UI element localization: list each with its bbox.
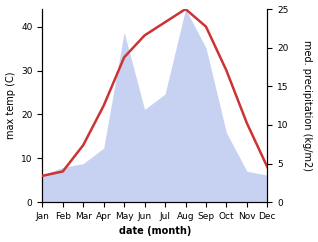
Y-axis label: max temp (C): max temp (C): [5, 72, 16, 139]
X-axis label: date (month): date (month): [119, 227, 191, 236]
Y-axis label: med. precipitation (kg/m2): med. precipitation (kg/m2): [302, 40, 313, 171]
